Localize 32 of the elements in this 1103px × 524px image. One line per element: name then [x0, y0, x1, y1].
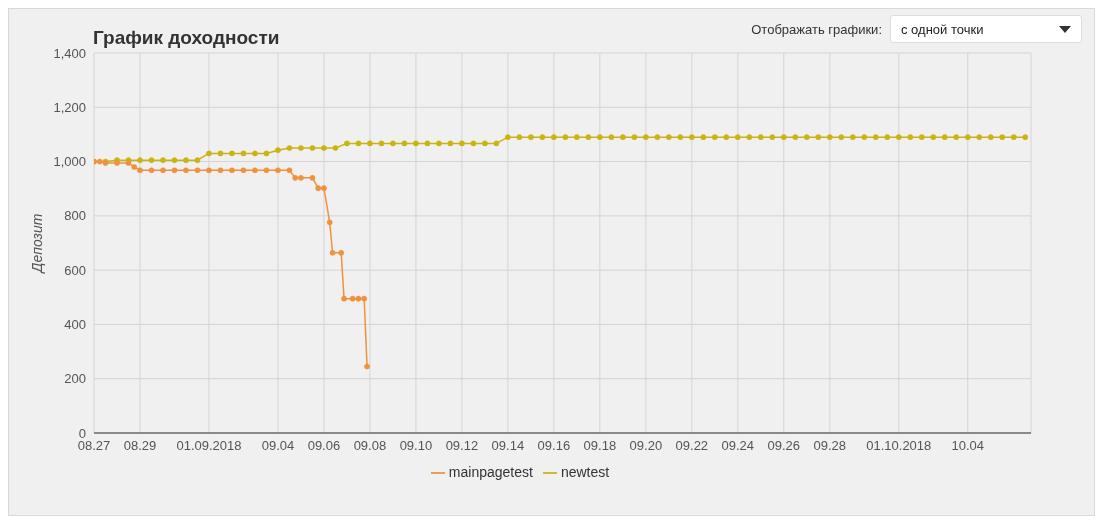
x-tick-label: 09.06	[307, 438, 341, 454]
y-tick-label: 1,200	[53, 99, 86, 115]
x-tick-label: 09.16	[537, 438, 571, 454]
x-tick-label: 09.18	[583, 438, 617, 454]
x-tick-label: 01.10.2018	[866, 438, 932, 454]
x-tick-label: 09.24	[721, 438, 755, 454]
x-tick-label: 09.10	[399, 438, 433, 454]
x-tick-label: 09.08	[353, 438, 387, 454]
text: Отображать графики:	[751, 21, 882, 37]
x-tick-label: 10.04	[951, 438, 985, 454]
dropdown-field: с одной точки	[890, 15, 1082, 43]
legend-label: newtest	[560, 464, 610, 480]
x-tick-label: 09.28	[813, 438, 847, 454]
y-tick-label: 600	[64, 262, 86, 278]
x-tick-label: 08.27	[77, 438, 111, 454]
y-tick-label: 800	[64, 208, 86, 224]
x-tick-label: 09.12	[445, 438, 479, 454]
chart-title: График доходности	[93, 27, 280, 49]
x-tick-label: 01.09.2018	[176, 438, 242, 454]
y-tick-label: 400	[64, 317, 86, 333]
x-tick-label: 09.04	[261, 438, 295, 454]
y-tick-label: 200	[64, 371, 86, 387]
y-tick-label: 0	[78, 425, 86, 441]
y-tick-label: 1,000	[53, 154, 86, 170]
x-tick-label: 09.22	[675, 438, 709, 454]
x-tick-label: 08.29	[123, 438, 157, 454]
x-tick-label: 09.20	[629, 438, 663, 454]
legend-label: mainpagetest	[448, 464, 533, 480]
x-tick-label: 09.26	[767, 438, 801, 454]
x-tick-label: 09.14	[491, 438, 525, 454]
y-tick-label: 1,400	[53, 45, 86, 61]
y-axis-title: Депозит	[28, 213, 45, 275]
